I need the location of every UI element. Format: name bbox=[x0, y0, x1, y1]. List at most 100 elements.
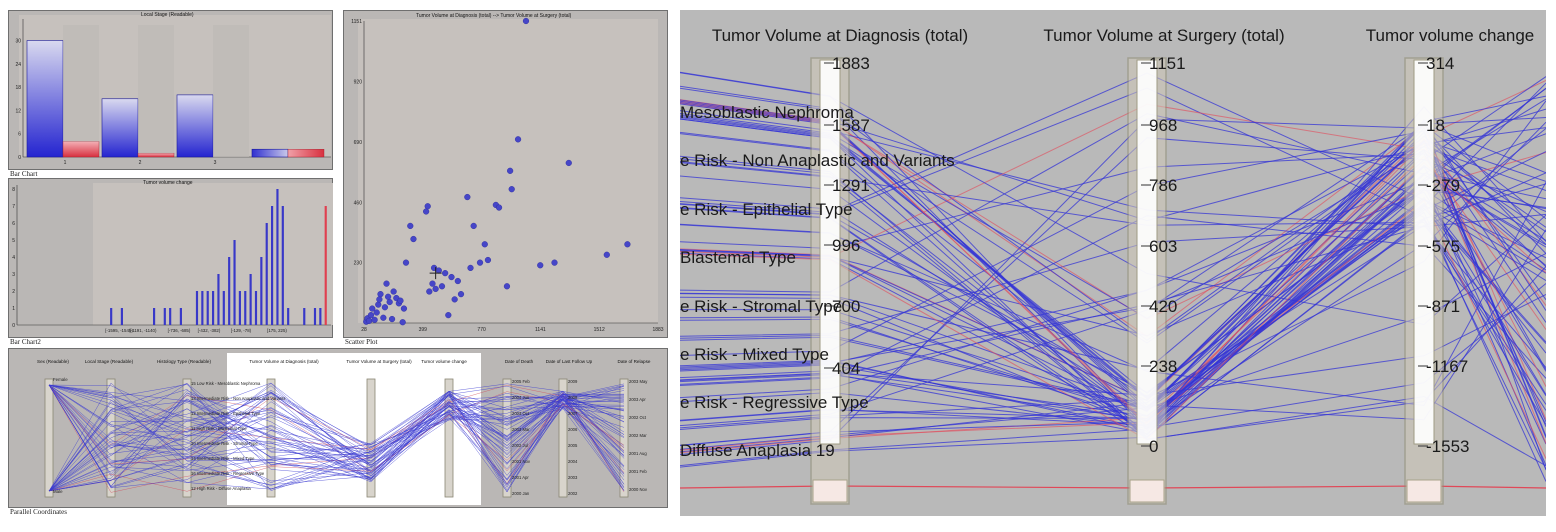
scatter-caption: Scatter Plot bbox=[345, 338, 378, 346]
parallel-followup-tick: 2008 bbox=[568, 395, 578, 400]
parallel-line bbox=[48, 398, 625, 492]
parallel-histology-label: 12 Intermediate Risk - Epithelial Type bbox=[191, 411, 261, 416]
scatter-y-tick: 920 bbox=[354, 80, 363, 86]
bar-chart2-bar bbox=[163, 308, 166, 325]
parallel-relapse-tick: 2003 Apr bbox=[629, 397, 646, 402]
parallel-line bbox=[48, 390, 625, 492]
scatter-point bbox=[484, 256, 492, 264]
bar-chart2-bar bbox=[287, 308, 290, 325]
scatter-point bbox=[481, 241, 488, 248]
parallel-followup-tick: 2007 bbox=[568, 411, 578, 416]
scatter-y-tick: 230 bbox=[354, 261, 363, 267]
parallel-line bbox=[48, 383, 625, 466]
bar-chart2-panel: Tumor volume change 0 1 2 3 4 5 6 7 8 [-1595, -15… bbox=[8, 178, 333, 338]
scatter-point bbox=[407, 222, 414, 230]
bar-chart2-bar bbox=[276, 189, 279, 325]
zoom-axis-title: Tumor Volume at Surgery (total) bbox=[1043, 26, 1284, 45]
bar-chart2-y-tick: 5 bbox=[12, 238, 15, 244]
scatter-point bbox=[603, 251, 610, 258]
parallel-line bbox=[48, 406, 625, 492]
scatter-point bbox=[464, 193, 471, 201]
parallel-death-tick: 2001 Nov bbox=[512, 459, 531, 464]
bar-chart2-bar bbox=[110, 308, 113, 325]
scatter-point bbox=[457, 291, 465, 298]
bar-chart2-x-tick: [-129, -78) bbox=[231, 328, 252, 333]
scatter-point bbox=[388, 315, 396, 323]
scatter-svg: 230 460 690 920 1151 28 399 770 1141 1512 1883 bbox=[351, 17, 664, 333]
parallel-line bbox=[48, 394, 625, 492]
scatter-x-tick: 1141 bbox=[535, 327, 546, 333]
scatter-y-tick: 690 bbox=[354, 140, 363, 146]
bar-chart2-x-tick: [-1595, -1545) bbox=[105, 328, 133, 333]
bar-chart2-bar bbox=[254, 291, 258, 325]
parallel-relapse-tick: 2002 Mar bbox=[629, 433, 647, 438]
parallel-line bbox=[48, 384, 625, 489]
parallel-histology-label: 12 High Risk - Diffuse Anaplasia bbox=[191, 486, 251, 491]
scatter-point bbox=[423, 208, 430, 215]
scatter-point bbox=[384, 293, 392, 300]
bar-chart-title: Local Stage (Readable) bbox=[141, 12, 194, 18]
bar-chart2-caption: Bar Chart2 bbox=[10, 338, 41, 346]
parallel-axis-title: Local Stage (Readable) bbox=[85, 359, 134, 364]
parallel-axis-title: Tumor Volume at Diagnosis (total) bbox=[249, 359, 319, 364]
scatter-point bbox=[467, 264, 474, 272]
scatter-point bbox=[507, 167, 514, 174]
scatter-point bbox=[508, 186, 515, 193]
zoom-axis-null-box bbox=[1129, 479, 1165, 503]
bar-chart2-y-tick: 0 bbox=[12, 323, 15, 329]
scatter-crosshair-icon bbox=[429, 267, 442, 280]
parallel-followup-tick: 2009 bbox=[568, 379, 578, 384]
scatter-point bbox=[426, 288, 433, 295]
bar-chart-bar-blue bbox=[26, 40, 64, 158]
scatter-point bbox=[565, 159, 572, 167]
scatter-point bbox=[451, 296, 458, 303]
parallel-line bbox=[48, 384, 625, 472]
parallel-followup-tick: 2005 bbox=[568, 443, 578, 448]
parallel-followup-tick: 2006 bbox=[568, 427, 578, 432]
scatter-point bbox=[476, 259, 484, 266]
parallel-axis-title: Sex (Readable) bbox=[37, 359, 69, 364]
zoom-axis-tick-label: 1883 bbox=[832, 54, 870, 73]
scatter-point bbox=[400, 305, 408, 312]
scatter-point bbox=[380, 314, 387, 321]
zoom-category-label: e Risk - Stromal Type bbox=[680, 297, 842, 316]
bar-chart-bar-red bbox=[287, 149, 325, 158]
parallel-death-tick: 2000 Jan bbox=[512, 491, 530, 496]
scatter-title: Tumor Volume at Diagnosis (total) --> Tu… bbox=[416, 13, 572, 19]
scatter-point bbox=[365, 317, 373, 325]
zoom-axis-tick-label: 238 bbox=[1149, 357, 1177, 376]
scatter-x-tick: 1512 bbox=[594, 327, 605, 333]
bar-chart2-bar bbox=[179, 308, 182, 325]
parallel-followup-tick: 2002 bbox=[568, 491, 578, 496]
bar-chart2-bar bbox=[249, 274, 252, 325]
bar-chart-caption: Bar Chart bbox=[10, 170, 38, 178]
parallel-line bbox=[48, 384, 625, 490]
parallel-line bbox=[48, 393, 625, 492]
zoom-category-label: e Risk - Non Anaplastic and Variants bbox=[680, 151, 955, 170]
parallel-histology-label: 15 Low Risk - Mesoblastic Nephroma bbox=[191, 381, 261, 386]
bar-chart-y-tick: 6 bbox=[18, 132, 21, 138]
scatter-y-tick: 1151 bbox=[351, 19, 362, 25]
bar-chart-bar-red bbox=[137, 152, 175, 158]
parallel-line bbox=[48, 391, 625, 492]
scatter-point bbox=[383, 280, 390, 287]
zoom-axis-title: Tumor Volume at Diagnosis (total) bbox=[712, 26, 968, 45]
zoom-axis-tick-label: 420 bbox=[1149, 297, 1177, 316]
bar-chart2-x-tick: [-432, -382) bbox=[198, 328, 221, 333]
scatter-point bbox=[448, 273, 455, 281]
zoom-axis-tick-label: 18 bbox=[1426, 116, 1445, 135]
bar-chart2-bar bbox=[260, 257, 263, 325]
bar-chart2-bar bbox=[281, 206, 284, 325]
scatter-point bbox=[399, 319, 406, 326]
parallel-relapse-tick: 2001 Feb bbox=[629, 469, 647, 474]
bar-chart2-x-tick: [-736, -685) bbox=[168, 328, 191, 333]
parallel-caption: Parallel Coordinates bbox=[10, 508, 67, 516]
zoom-axis-tick-label: 1587 bbox=[832, 116, 870, 135]
scatter-point bbox=[537, 262, 544, 269]
parallel-death-tick: 2005 Feb bbox=[512, 379, 530, 384]
bar-chart2-bar bbox=[217, 274, 220, 325]
bar-chart2-bar bbox=[212, 291, 215, 325]
bar-chart-x-tick: 2 bbox=[139, 160, 142, 166]
bar-chart-bar-blue bbox=[251, 148, 289, 158]
